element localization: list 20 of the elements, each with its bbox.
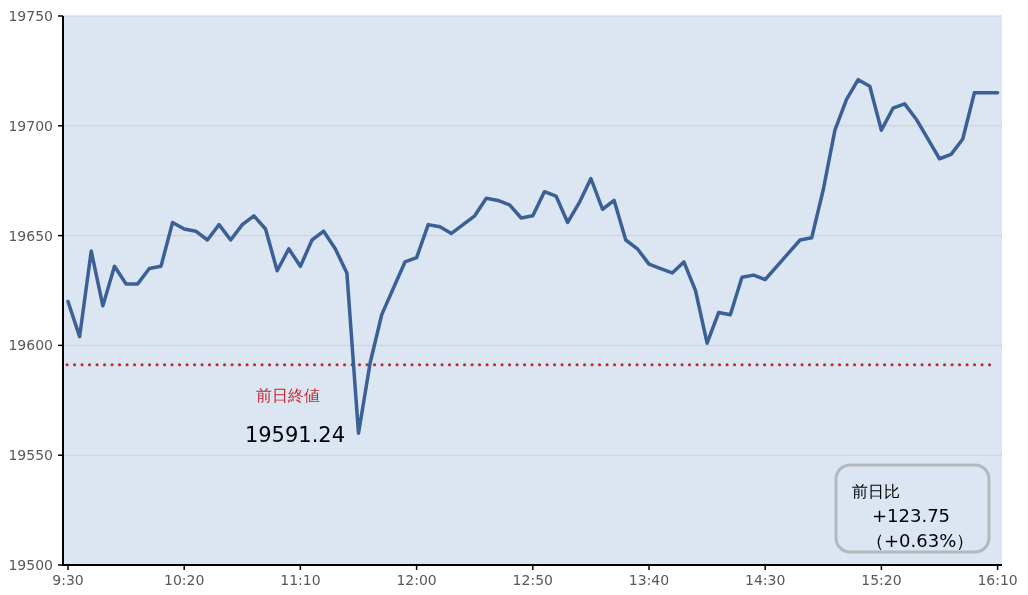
y-tick-label: 19750 (8, 8, 53, 24)
x-tick-label: 14:30 (745, 572, 786, 588)
y-tick-label: 19650 (8, 227, 53, 244)
x-tick-label: 11:10 (280, 572, 321, 588)
x-tick-label: 12:00 (396, 572, 437, 588)
annotation: （+0.63%） (866, 530, 975, 551)
x-tick-label: 12:50 (512, 572, 553, 588)
y-tick-label: 19550 (8, 447, 53, 464)
annotation: 19591.24 (244, 422, 346, 447)
y-tick-label: 19600 (8, 337, 53, 354)
y-tick-label: 19700 (8, 117, 53, 134)
x-tick-label: 16:10 (977, 572, 1018, 588)
y-tick-label: 19500 (8, 557, 53, 573)
annotation: 前日比 (852, 482, 900, 501)
x-tick-label: 9:30 (52, 572, 84, 588)
x-tick-label: 15:20 (861, 572, 902, 588)
ref-line-label: 前日終値 (256, 385, 320, 405)
annotation: +123.75 (872, 505, 951, 526)
x-tick-label: 13:40 (628, 572, 670, 588)
x-tick-label: 10:20 (164, 572, 205, 588)
